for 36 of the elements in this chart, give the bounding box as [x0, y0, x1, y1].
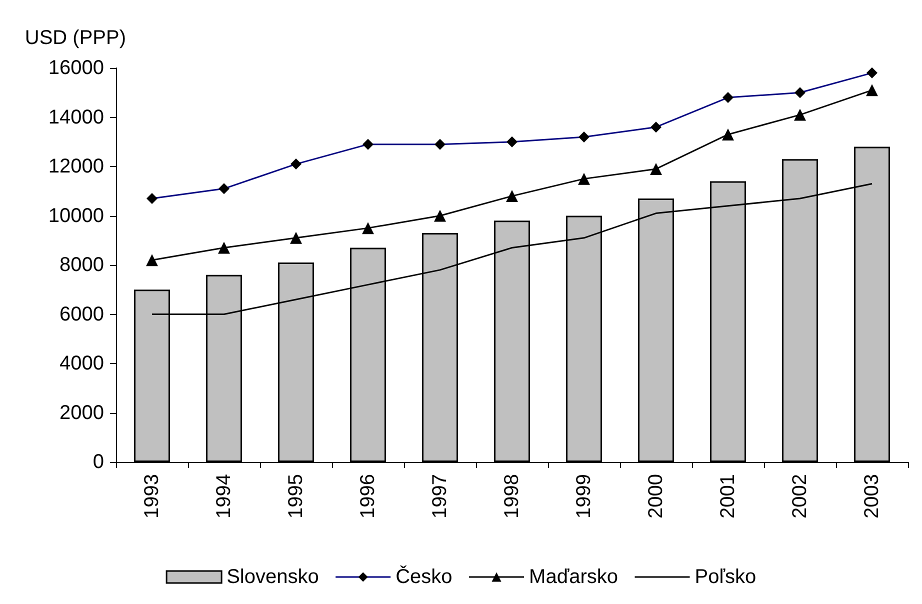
y-tick-label: 14000: [48, 106, 104, 128]
x-tick-label: 1997: [429, 474, 451, 518]
point: [506, 190, 518, 202]
y-tick-label: 0: [92, 451, 104, 473]
point: [866, 84, 878, 96]
y-tick-label: 10000: [48, 204, 104, 227]
y-tick-label: 12000: [48, 156, 104, 178]
y-tick-label: 4000: [60, 352, 104, 374]
x-tick-label: 2002: [789, 474, 811, 518]
x-tick-label: 1996: [357, 474, 379, 518]
legend-label: Maďarsko: [529, 566, 618, 588]
legend-label: Poľsko: [694, 566, 756, 588]
y-tick-label: 2000: [60, 402, 104, 424]
x-tick-label: 2000: [645, 474, 667, 518]
x-tick-label: 2003: [861, 474, 883, 518]
point: [434, 210, 446, 222]
x-tick-label: 2001: [717, 474, 739, 518]
point: [722, 128, 734, 140]
y-tick-label: 6000: [60, 303, 104, 326]
point: [362, 222, 374, 234]
point: [218, 242, 230, 254]
y-tick-label: 8000: [60, 254, 104, 276]
point: [146, 254, 158, 266]
x-tick-label: 1994: [213, 474, 235, 518]
point: [794, 108, 806, 121]
point: [650, 162, 662, 175]
x-tick-label: 1999: [573, 474, 595, 518]
point: [578, 172, 590, 185]
legend-label: Slovensko: [226, 566, 319, 588]
point: [290, 232, 302, 244]
x-tick-label: 1998: [501, 474, 523, 518]
y-axis-title: USD (PPP): [24, 27, 126, 49]
y-tick-label: 16000: [48, 57, 104, 79]
legend-label: Česko: [396, 565, 452, 588]
x-tick-label: 1993: [141, 474, 163, 518]
x-tick-label: 1995: [285, 474, 307, 518]
